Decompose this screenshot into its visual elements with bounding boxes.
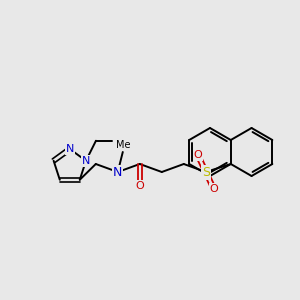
Text: N: N <box>66 144 74 154</box>
Text: N: N <box>82 156 90 166</box>
Text: N: N <box>113 166 122 178</box>
Text: S: S <box>202 166 210 178</box>
Text: O: O <box>209 184 218 194</box>
Text: Me: Me <box>116 140 130 150</box>
Text: O: O <box>135 181 144 191</box>
Text: O: O <box>194 150 202 160</box>
